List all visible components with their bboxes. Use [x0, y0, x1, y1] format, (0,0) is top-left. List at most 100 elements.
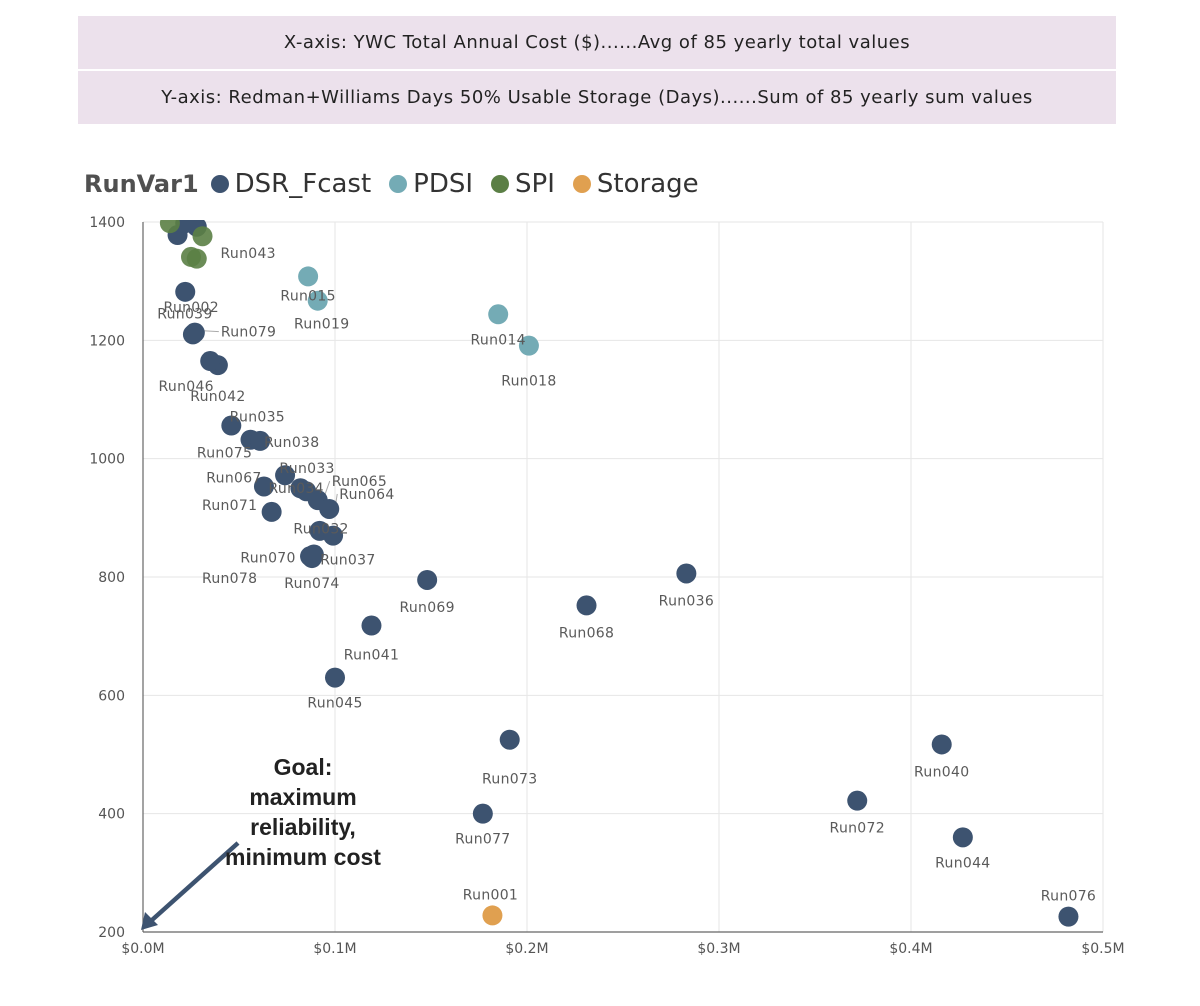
- data-label: Run077: [455, 832, 510, 848]
- data-label: Run035: [230, 410, 285, 426]
- data-label: Run040: [914, 764, 969, 780]
- goal-annotation: Goal: maximum reliability, minimum cost: [208, 752, 398, 872]
- y-axis-description-banner: Y-axis: Redman+Williams Days 50% Usable …: [78, 71, 1116, 124]
- data-point-dsr-fcast[interactable]: [361, 615, 382, 636]
- data-point-pdsi[interactable]: [298, 266, 319, 287]
- legend-item-dsr-fcast[interactable]: DSR_Fcast: [210, 169, 371, 199]
- legend-dot-pdsi: [389, 175, 408, 193]
- data-label: Run041: [344, 648, 399, 664]
- data-point-dsr-fcast[interactable]: [325, 667, 345, 688]
- data-point-dsr-fcast[interactable]: [499, 729, 520, 750]
- data-point-pdsi[interactable]: [307, 290, 328, 311]
- goal-annotation-line: maximum: [249, 784, 357, 810]
- data-point-dsr-fcast[interactable]: [175, 281, 196, 302]
- data-point-dsr-fcast[interactable]: [676, 563, 697, 584]
- data-label: Run069: [399, 600, 454, 616]
- data-label: Run064: [339, 487, 394, 503]
- data-point-dsr-fcast[interactable]: [200, 351, 221, 372]
- legend-label-storage: Storage: [596, 169, 699, 199]
- data-label: Run039: [157, 306, 212, 322]
- goal-annotation-line: Goal:: [273, 754, 333, 780]
- data-label: Run015: [280, 288, 335, 304]
- data-point-spi[interactable]: [192, 226, 213, 247]
- y-axis-description-text: Y-axis: Redman+Williams Days 50% Usable …: [161, 87, 1033, 108]
- data-label: Run076: [1041, 889, 1096, 905]
- data-point-dsr-fcast[interactable]: [847, 790, 868, 811]
- data-point-dsr-fcast[interactable]: [931, 734, 952, 755]
- data-label: Run074: [284, 576, 339, 592]
- legend-title: RunVar1: [84, 170, 199, 198]
- data-label: Run068: [559, 625, 614, 641]
- goal-annotation-line: minimum cost: [225, 844, 381, 870]
- x-tick-label: $0.3M: [697, 941, 740, 957]
- data-label: Run018: [501, 374, 556, 390]
- legend-dot-dsr-fcast: [210, 175, 229, 193]
- legend-item-spi[interactable]: SPI: [491, 169, 555, 199]
- legend-dot-spi: [491, 175, 510, 193]
- data-point-dsr-fcast[interactable]: [576, 595, 597, 616]
- data-label: Run037: [320, 553, 375, 569]
- x-tick-label: $0.0M: [121, 941, 164, 957]
- legend-label-spi: SPI: [515, 169, 555, 199]
- y-tick-label: 600: [98, 688, 125, 704]
- legend-item-pdsi[interactable]: PDSI: [389, 169, 473, 199]
- data-label: Run078: [202, 571, 257, 587]
- data-point-dsr-fcast[interactable]: [319, 498, 340, 519]
- goal-arrow: [141, 841, 240, 930]
- data-label: Run043: [221, 246, 276, 262]
- data-point-dsr-fcast[interactable]: [472, 803, 493, 824]
- data-point-dsr-fcast[interactable]: [184, 322, 205, 343]
- data-point-dsr-fcast[interactable]: [1058, 906, 1079, 927]
- legend-dot-storage: [572, 175, 591, 193]
- data-label: Run014: [471, 332, 526, 348]
- data-point-dsr-fcast[interactable]: [417, 569, 438, 590]
- data-label: Run032: [293, 522, 348, 538]
- data-label: Run045: [307, 696, 362, 712]
- data-label: Run075: [197, 446, 252, 462]
- data-label: Run001: [463, 887, 518, 903]
- y-tick-label: 400: [98, 807, 125, 823]
- data-label: Run019: [294, 317, 349, 333]
- data-label: Run036: [659, 593, 714, 609]
- data-label: Run034: [269, 481, 324, 497]
- chart-legend: RunVar1 DSR_Fcast PDSI SPI Storage: [84, 166, 717, 202]
- data-label: Run046: [159, 379, 214, 395]
- y-tick-label: 200: [98, 925, 125, 941]
- data-label: Run071: [202, 498, 257, 514]
- data-point-dsr-fcast[interactable]: [261, 501, 282, 522]
- chart-gridlines: [143, 221, 1104, 932]
- data-point-dsr-fcast[interactable]: [275, 465, 296, 486]
- data-label: Run070: [240, 550, 295, 566]
- data-point-storage[interactable]: [482, 905, 503, 926]
- data-label: Run072: [830, 821, 885, 837]
- x-tick-label: $0.4M: [889, 941, 932, 957]
- chart-axes: 200 400 600 800 1000 1200 1400 $0.0M $0.1M $0.2M $…: [89, 215, 1124, 957]
- data-point-spi[interactable]: [159, 213, 180, 234]
- legend-item-storage[interactable]: Storage: [572, 169, 699, 199]
- data-point-dsr-fcast[interactable]: [253, 476, 274, 497]
- x-axis-description-text: X-axis: YWC Total Annual Cost ($)......A…: [283, 32, 911, 53]
- y-tick-label: 800: [98, 570, 125, 586]
- x-axis-description-banner: X-axis: YWC Total Annual Cost ($)......A…: [78, 16, 1116, 69]
- data-label: Run002: [164, 300, 219, 316]
- data-points: [159, 213, 1079, 927]
- data-point-dsr-fcast[interactable]: [175, 213, 196, 234]
- x-tick-label: $0.2M: [505, 941, 548, 957]
- data-label: Run044: [935, 855, 990, 871]
- goal-annotation-line: reliability,: [250, 814, 356, 840]
- x-tick-label: $0.1M: [313, 941, 356, 957]
- data-point-dsr-fcast[interactable]: [221, 415, 242, 436]
- data-point-dsr-fcast[interactable]: [323, 525, 344, 546]
- data-point-dsr-fcast[interactable]: [301, 548, 322, 569]
- data-point-dsr-fcast[interactable]: [250, 430, 271, 451]
- data-point-pdsi[interactable]: [488, 304, 509, 325]
- y-tick-label: 1400: [89, 215, 125, 231]
- data-point-pdsi[interactable]: [518, 335, 539, 356]
- legend-label-pdsi: PDSI: [413, 169, 474, 199]
- data-label: Run033: [279, 461, 334, 477]
- data-labels: Run043 Run002 Run015 Run019 Run039 Run079 Run0…: [157, 246, 1096, 904]
- data-point-spi[interactable]: [186, 248, 207, 269]
- data-label: Run079: [221, 325, 276, 341]
- data-point-dsr-fcast[interactable]: [952, 827, 973, 848]
